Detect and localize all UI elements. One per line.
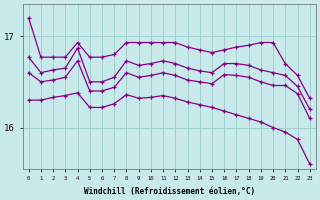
- X-axis label: Windchill (Refroidissement éolien,°C): Windchill (Refroidissement éolien,°C): [84, 187, 255, 196]
